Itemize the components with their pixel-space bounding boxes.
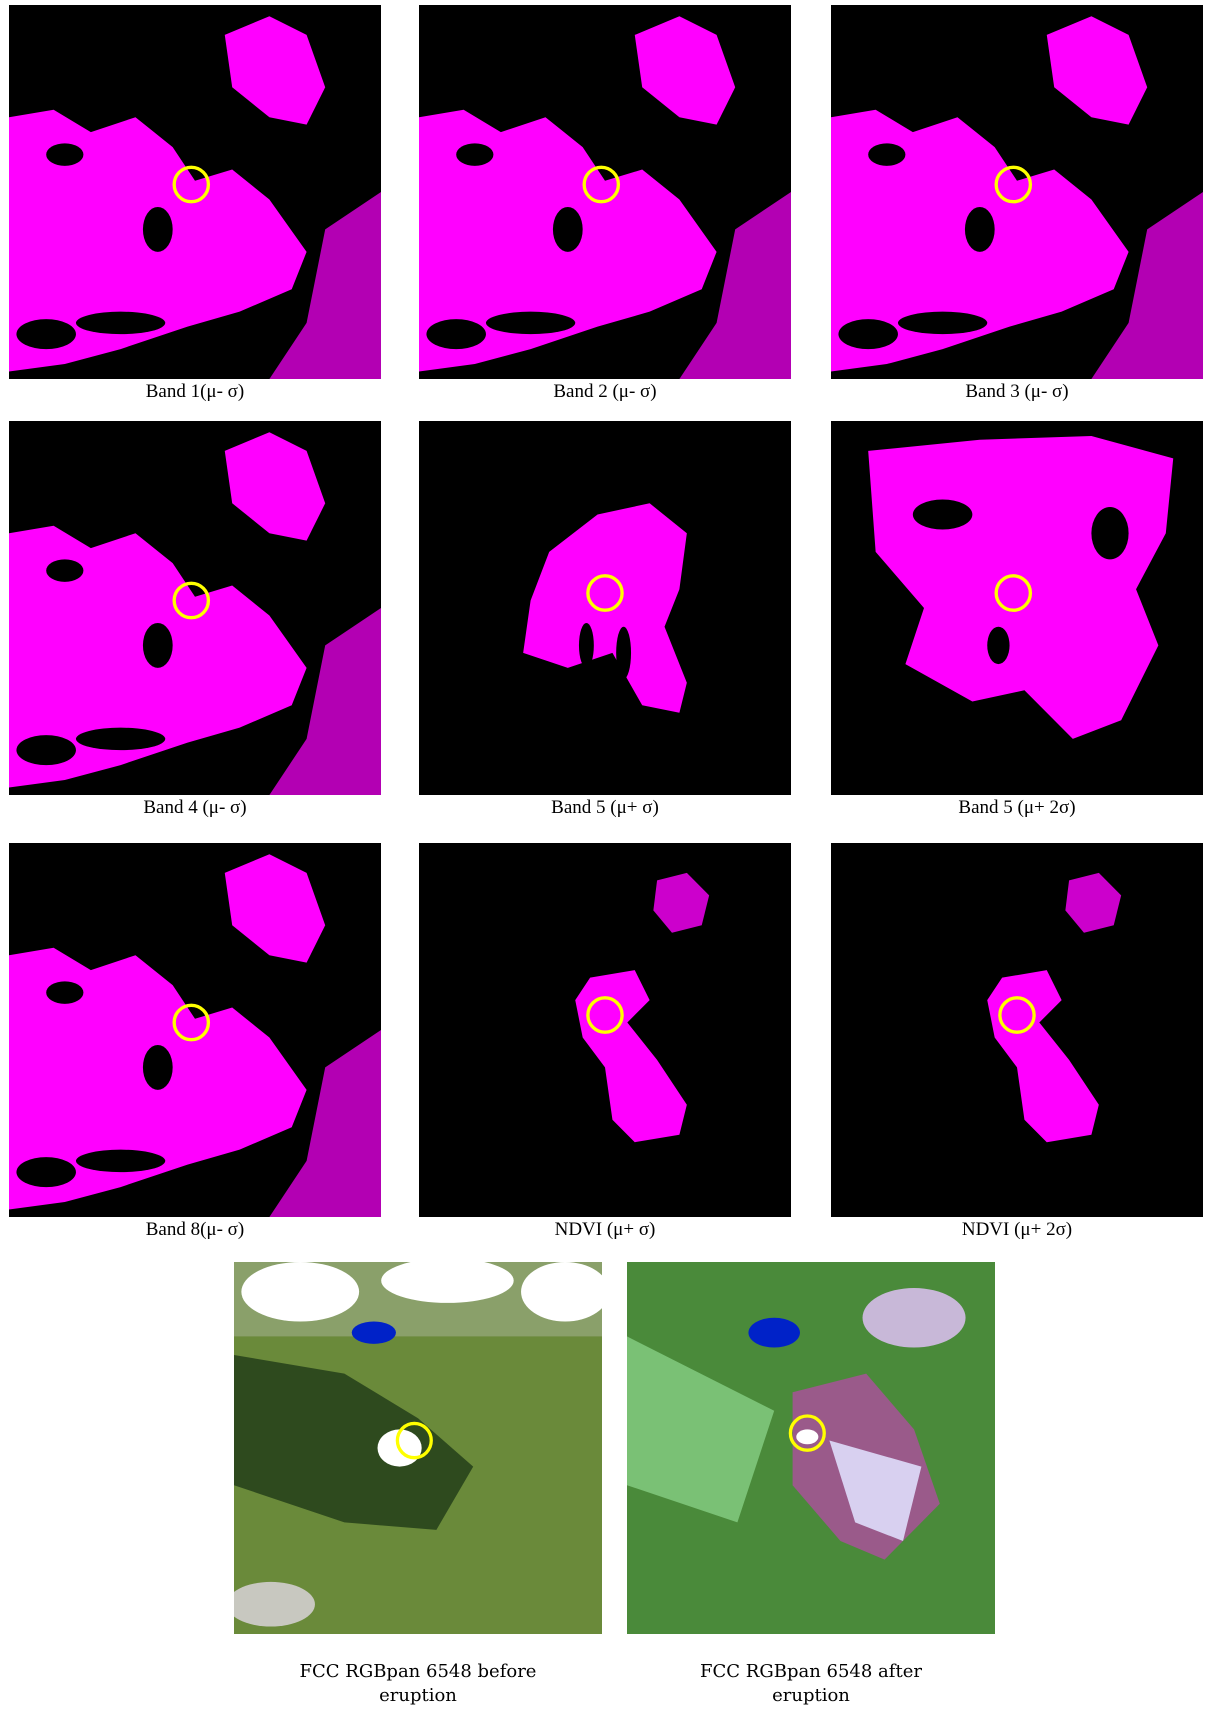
- panel: Band 5 (μ+ σ): [419, 421, 791, 819]
- panel: Band 2 (μ- σ): [419, 5, 791, 403]
- caption: FCC RGBpan 6548 after eruption: [661, 1660, 961, 1708]
- panel-image: [831, 421, 1203, 795]
- panel-image: [831, 5, 1203, 379]
- caption: Band 8(μ- σ): [9, 1219, 381, 1241]
- panel-image: [831, 843, 1203, 1217]
- caption: FCC RGBpan 6548 before eruption: [268, 1660, 568, 1708]
- caption: Band 1(μ- σ): [9, 381, 381, 403]
- fcc-panel: FCC RGBpan 6548 after eruption: [627, 1262, 995, 1708]
- caption: NDVI (μ+ σ): [419, 1219, 791, 1241]
- panel: Band 1(μ- σ): [9, 5, 381, 403]
- caption: Band 2 (μ- σ): [419, 381, 791, 403]
- caption: Band 3 (μ- σ): [831, 381, 1203, 403]
- fcc-panel: FCC RGBpan 6548 before eruption: [234, 1262, 602, 1708]
- panel: NDVI (μ+ σ): [419, 843, 791, 1241]
- panel-image: [9, 5, 381, 379]
- panel-image: [9, 421, 381, 795]
- figure-page: Band 1(μ- σ) Band 2 (μ- σ) Band 3 (μ- σ) Ba…: [0, 0, 1210, 1731]
- caption: NDVI (μ+ 2σ): [831, 1219, 1203, 1241]
- panel-image: [419, 421, 791, 795]
- caption: Band 5 (μ+ σ): [419, 797, 791, 819]
- caption: Band 4 (μ- σ): [9, 797, 381, 819]
- panel: Band 8(μ- σ): [9, 843, 381, 1241]
- panel-image: [9, 843, 381, 1217]
- caption: Band 5 (μ+ 2σ): [831, 797, 1203, 819]
- panel-image: [627, 1262, 995, 1634]
- panel-image: [419, 5, 791, 379]
- panel-image: [234, 1262, 602, 1634]
- panel: NDVI (μ+ 2σ): [831, 843, 1203, 1241]
- panel: Band 3 (μ- σ): [831, 5, 1203, 403]
- panel: Band 5 (μ+ 2σ): [831, 421, 1203, 819]
- panel: Band 4 (μ- σ): [9, 421, 381, 819]
- panel-image: [419, 843, 791, 1217]
